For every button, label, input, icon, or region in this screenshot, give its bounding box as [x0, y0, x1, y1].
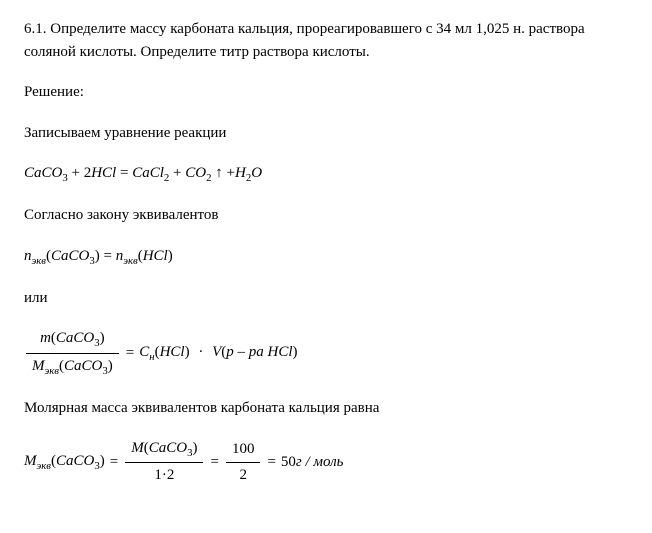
n-ekv-caco3: nэкв(CaCO3) [24, 248, 104, 264]
fraction-numerator: M(CaCO3) [125, 437, 203, 463]
fraction-numerator: m(CaCO3) [26, 327, 119, 353]
fraction-denominator: 1·2 [125, 463, 203, 487]
write-equation-label: Записываем уравнение реакции [24, 122, 628, 145]
fraction-denominator: 2 [226, 463, 261, 487]
species-h2o: H2O [235, 165, 262, 181]
equals-symbol: = [267, 451, 275, 474]
species-cacl2: CaCl2 [132, 165, 169, 181]
equiv-equation: nэкв(CaCO3) = nэкв(HCl) [24, 245, 628, 269]
species-co2: CO2 [185, 165, 211, 181]
or-label: или [24, 287, 628, 310]
species-caco3: CaCO3 [24, 165, 68, 181]
equals-symbol: = [126, 342, 134, 365]
result-unit: г / моль [296, 451, 344, 474]
problem-number: 6.1. [24, 21, 47, 37]
species-hcl: HCl [91, 165, 116, 181]
reaction-equation: CaCO3 + 2HCl = CaCl2 + CO2 ↑ +H2O [24, 162, 628, 186]
molar-mass-equation: Mэкв(CaCO3) = M(CaCO3) 1·2 = 100 2 = 50 … [24, 437, 628, 487]
fraction-m-over-Mekv: m(CaCO3) Mэкв(CaCO3) [26, 327, 119, 378]
gas-arrow-icon: ↑ [215, 165, 223, 181]
result-value: 50 [281, 451, 296, 474]
n-ekv-hcl: nэкв(HCl) [116, 248, 173, 264]
equals-symbol: = [210, 451, 218, 474]
fraction-Mcaco3-over-12: M(CaCO3) 1·2 [125, 437, 203, 487]
rhs-expression: Cн(HCl) · V(р – ра HCl) [139, 341, 297, 365]
problem-statement: 6.1. Определите массу карбоната кальция,… [24, 18, 628, 63]
solution-label: Решение: [24, 81, 628, 104]
equals-symbol: = [110, 451, 118, 474]
plus-symbol: + [72, 165, 80, 181]
plus-symbol: + [173, 165, 181, 181]
Mekv-caco3: Mэкв(CaCO3) [24, 450, 105, 474]
fraction-100-over-2: 100 2 [226, 438, 261, 486]
mass-fraction-equation: m(CaCO3) Mэкв(CaCO3) = Cн(HCl) · V(р – р… [24, 327, 628, 378]
equals-symbol: = [120, 165, 128, 181]
fraction-numerator: 100 [226, 438, 261, 463]
plus-symbol: + [227, 165, 235, 181]
equiv-law-label: Согласно закону эквивалентов [24, 204, 628, 227]
fraction-denominator: Mэкв(CaCO3) [26, 354, 119, 379]
molar-mass-label: Молярная масса эквивалентов карбоната ка… [24, 397, 628, 420]
problem-text: Определите массу карбоната кальция, прор… [24, 21, 585, 60]
equals-symbol: = [104, 248, 112, 264]
